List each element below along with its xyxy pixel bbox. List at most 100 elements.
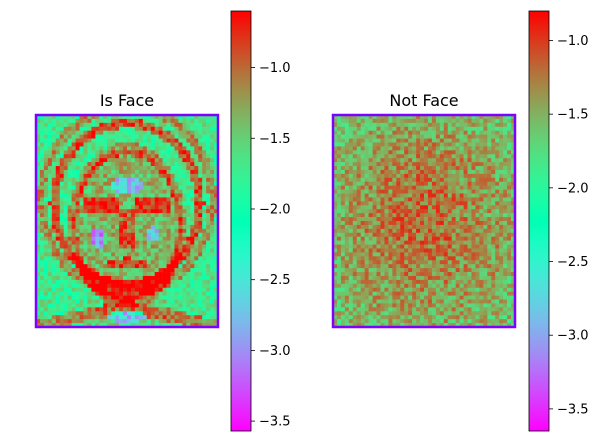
heatmap-cell	[39, 158, 45, 163]
heatmap-cell	[475, 228, 480, 234]
heatmap-cell	[479, 283, 484, 289]
heatmap-cell	[119, 166, 124, 171]
heatmap-cell	[55, 181, 61, 186]
heatmap-cell	[376, 221, 381, 226]
heatmap-cell	[87, 162, 92, 167]
heatmap-cell	[194, 236, 199, 241]
heatmap-cell	[483, 158, 488, 163]
heatmap-cell	[360, 177, 365, 183]
heatmap-cell	[348, 283, 354, 289]
heatmap-cell	[507, 323, 512, 328]
heatmap-cell	[198, 193, 203, 198]
heatmap-cell	[166, 299, 171, 304]
heatmap-cell	[412, 166, 417, 171]
heatmap-cell	[43, 118, 49, 124]
heatmap-cell	[376, 169, 381, 175]
heatmap-cell	[150, 189, 155, 194]
heatmap-cell	[127, 185, 132, 190]
heatmap-cell	[392, 311, 397, 316]
heatmap-cell	[348, 260, 354, 265]
heatmap-cell	[416, 311, 421, 316]
heatmap-cell	[158, 209, 163, 214]
heatmap-cell	[162, 177, 167, 183]
heatmap-cell	[344, 185, 350, 190]
heatmap-cell	[127, 283, 132, 289]
heatmap-cell	[138, 264, 144, 269]
heatmap-cell	[162, 193, 167, 198]
heatmap-cell	[154, 295, 159, 300]
heatmap-cell	[348, 213, 354, 218]
heatmap-cell	[71, 138, 76, 143]
heatmap-cell	[166, 169, 171, 175]
heatmap-cell	[146, 193, 152, 198]
heatmap-cell	[412, 169, 417, 175]
heatmap-cell	[511, 154, 516, 159]
colorbar-frame-not-face	[528, 10, 550, 432]
heatmap-cell	[79, 240, 84, 245]
heatmap-cell	[63, 236, 68, 241]
heatmap-cell	[194, 173, 199, 179]
heatmap-cell	[463, 134, 468, 139]
heatmap-cell	[435, 217, 441, 222]
heatmap-cell	[206, 295, 211, 300]
heatmap-cell	[471, 177, 476, 183]
heatmap-cell	[47, 272, 53, 277]
heatmap-cell	[59, 260, 64, 265]
heatmap-cell	[443, 166, 449, 171]
heatmap-cell	[443, 236, 449, 241]
heatmap-cell	[83, 315, 88, 320]
heatmap-cell	[134, 291, 140, 296]
heatmap-cell	[340, 315, 346, 320]
heatmap-cell	[47, 201, 53, 206]
heatmap-cell	[372, 323, 377, 328]
heatmap-cell	[127, 217, 132, 222]
heatmap-cell	[115, 154, 120, 159]
heatmap-cell	[392, 303, 397, 308]
heatmap-cell	[119, 264, 124, 269]
heatmap-cell	[79, 213, 84, 218]
heatmap-cell	[420, 189, 425, 194]
heatmap-cell	[412, 299, 417, 304]
heatmap-cell	[178, 275, 183, 281]
heatmap-cell	[376, 130, 381, 135]
heatmap-cell	[495, 197, 500, 202]
heatmap-cell	[87, 193, 92, 198]
heatmap-cell	[59, 307, 64, 312]
heatmap-cell	[206, 260, 211, 265]
heatmap-cell	[111, 228, 116, 234]
heatmap-cell	[372, 307, 377, 312]
heatmap-cell	[495, 166, 500, 171]
heatmap-cell	[408, 217, 413, 222]
heatmap-cell	[479, 315, 484, 320]
heatmap-cell	[376, 295, 381, 300]
heatmap-cell	[166, 323, 171, 328]
heatmap-cell	[119, 122, 124, 128]
heatmap-cell	[479, 260, 484, 265]
heatmap-cell	[416, 236, 421, 241]
heatmap-cell	[123, 146, 128, 151]
heatmap-cell	[416, 185, 421, 190]
heatmap-cell	[427, 311, 433, 316]
heatmap-cell	[134, 260, 140, 265]
heatmap-cell	[206, 228, 211, 234]
heatmap-cell	[119, 173, 124, 179]
heatmap-cell	[467, 126, 472, 132]
heatmap-cell	[39, 177, 45, 183]
heatmap-cell	[495, 181, 500, 186]
heatmap-cell	[162, 166, 167, 171]
heatmap-cell	[431, 307, 437, 312]
heatmap-cell	[186, 283, 191, 289]
heatmap-cell	[352, 209, 358, 214]
heatmap-cell	[463, 162, 468, 167]
heatmap-cell	[340, 221, 346, 226]
heatmap-cell	[111, 130, 116, 135]
heatmap-cell	[451, 228, 456, 234]
colorbar-is-face	[231, 11, 251, 431]
heatmap-cell	[182, 279, 187, 285]
heatmap-cell	[471, 138, 476, 143]
heatmap-cell	[412, 205, 417, 210]
heatmap-cell	[130, 134, 136, 139]
heatmap-cell	[364, 173, 369, 179]
heatmap-cell	[75, 311, 80, 316]
heatmap-cell	[103, 232, 108, 238]
